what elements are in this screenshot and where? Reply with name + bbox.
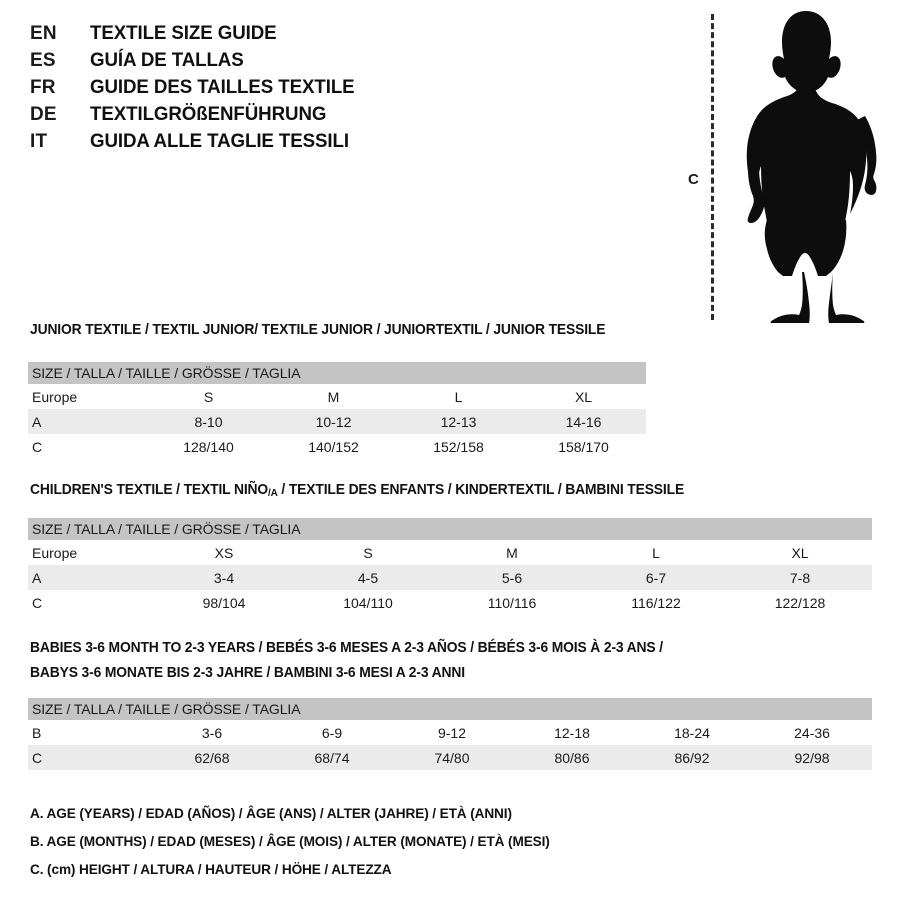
children-cell: 3-4 (152, 565, 296, 590)
junior-cell: S (146, 384, 271, 409)
junior-cell: 14-16 (521, 409, 647, 434)
language-title-fr: GUIDE DES TAILLES TEXTILE (90, 76, 355, 98)
table-row: B 3-6 6-9 9-12 12-18 18-24 24-36 (28, 720, 873, 745)
language-title-it: GUIDA ALLE TAGLIE TESSILI (90, 130, 349, 152)
babies-row-label-c: C (28, 745, 152, 770)
junior-cell: 12-13 (396, 409, 521, 434)
language-row-es: ES GUÍA DE TALLAS (30, 49, 670, 76)
babies-section-heading-line2: BABYS 3-6 MONATE BIS 2-3 JAHRE / BAMBINI… (30, 665, 465, 681)
children-heading-sub: /A (268, 487, 278, 499)
babies-cell: 74/80 (392, 745, 512, 770)
children-row-label-c: C (28, 590, 152, 615)
junior-cell: XL (521, 384, 647, 409)
babies-cell: 92/98 (752, 745, 873, 770)
junior-row-label-a: A (28, 409, 146, 434)
language-title-block: EN TEXTILE SIZE GUIDE ES GUÍA DE TALLAS … (30, 22, 670, 157)
babies-cell: 6-9 (272, 720, 392, 745)
babies-size-table: SIZE / TALLA / TAILLE / GRÖSSE / TAGLIA … (28, 698, 873, 770)
children-cell: XS (152, 540, 296, 565)
babies-cell: 24-36 (752, 720, 873, 745)
language-row-it: IT GUIDA ALLE TAGLIE TESSILI (30, 130, 670, 157)
children-cell: 110/116 (440, 590, 584, 615)
babies-cell: 62/68 (152, 745, 272, 770)
babies-band-label: SIZE / TALLA / TAILLE / GRÖSSE / TAGLIA (28, 698, 873, 720)
children-size-table: SIZE / TALLA / TAILLE / GRÖSSE / TAGLIA … (28, 518, 872, 615)
junior-cell: 128/140 (146, 434, 271, 459)
height-dashed-line (711, 14, 714, 320)
children-cell: 5-6 (440, 565, 584, 590)
children-heading-part1: CHILDREN'S TEXTILE / TEXTIL NIÑO (30, 482, 269, 498)
junior-size-table: SIZE / TALLA / TAILLE / GRÖSSE / TAGLIA … (28, 362, 647, 459)
babies-cell: 68/74 (272, 745, 392, 770)
table-row: C 62/68 68/74 74/80 80/86 86/92 92/98 (28, 745, 873, 770)
language-row-fr: FR GUIDE DES TAILLES TEXTILE (30, 76, 670, 103)
babies-cell: 86/92 (632, 745, 752, 770)
table-row: C 128/140 140/152 152/158 158/170 (28, 434, 647, 459)
junior-section-heading: JUNIOR TEXTILE / TEXTIL JUNIOR/ TEXTILE … (30, 322, 606, 338)
babies-cell: 3-6 (152, 720, 272, 745)
children-row-label-europe: Europe (28, 540, 152, 565)
junior-row-label-europe: Europe (28, 384, 146, 409)
children-cell: 98/104 (152, 590, 296, 615)
children-cell: 7-8 (728, 565, 872, 590)
language-code-es: ES (30, 50, 56, 71)
junior-band-label: SIZE / TALLA / TAILLE / GRÖSSE / TAGLIA (28, 362, 647, 384)
children-cell: 4-5 (296, 565, 440, 590)
legend-line-a: A. AGE (YEARS) / EDAD (AÑOS) / ÂGE (ANS)… (30, 806, 512, 822)
junior-cell: 158/170 (521, 434, 647, 459)
children-cell: L (584, 540, 728, 565)
babies-cell: 80/86 (512, 745, 632, 770)
babies-table-band: SIZE / TALLA / TAILLE / GRÖSSE / TAGLIA (28, 698, 873, 720)
language-title-de: TEXTILGRÖßENFÜHRUNG (90, 103, 327, 125)
junior-cell: M (271, 384, 396, 409)
children-cell: 116/122 (584, 590, 728, 615)
table-row: A 3-4 4-5 5-6 6-7 7-8 (28, 565, 872, 590)
junior-cell: 152/158 (396, 434, 521, 459)
junior-cell: L (396, 384, 521, 409)
language-code-en: EN (30, 23, 57, 44)
table-row: Europe S M L XL (28, 384, 647, 409)
table-row: Europe XS S M L XL (28, 540, 872, 565)
children-cell: M (440, 540, 584, 565)
babies-section-heading-line1: BABIES 3-6 MONTH TO 2-3 YEARS / BEBÉS 3-… (30, 640, 663, 656)
children-heading-part2: / TEXTILE DES ENFANTS / KINDERTEXTIL / B… (277, 482, 685, 498)
junior-cell: 140/152 (271, 434, 396, 459)
child-silhouette-icon (746, 11, 877, 323)
children-cell: 104/110 (296, 590, 440, 615)
babies-cell: 9-12 (392, 720, 512, 745)
table-row: C 98/104 104/110 110/116 116/122 122/128 (28, 590, 872, 615)
language-title-en: TEXTILE SIZE GUIDE (90, 22, 277, 44)
table-row: A 8-10 10-12 12-13 14-16 (28, 409, 647, 434)
legend-line-c: C. (cm) HEIGHT / ALTURA / HAUTEUR / HÖHE… (30, 862, 392, 878)
legend-block: A. AGE (YEARS) / EDAD (AÑOS) / ÂGE (ANS)… (30, 800, 730, 884)
children-row-label-a: A (28, 565, 152, 590)
children-cell: XL (728, 540, 872, 565)
language-row-de: DE TEXTILGRÖßENFÜHRUNG (30, 103, 670, 130)
children-cell: 122/128 (728, 590, 872, 615)
children-band-label: SIZE / TALLA / TAILLE / GRÖSSE / TAGLIA (28, 518, 872, 540)
children-cell: 6-7 (584, 565, 728, 590)
language-code-de: DE (30, 104, 57, 125)
children-table-band: SIZE / TALLA / TAILLE / GRÖSSE / TAGLIA (28, 518, 872, 540)
junior-cell: 10-12 (271, 409, 396, 434)
height-measurement-figure: C (676, 8, 886, 326)
junior-table-band: SIZE / TALLA / TAILLE / GRÖSSE / TAGLIA (28, 362, 647, 384)
language-title-es: GUÍA DE TALLAS (90, 49, 244, 71)
babies-cell: 12-18 (512, 720, 632, 745)
babies-cell: 18-24 (632, 720, 752, 745)
junior-cell: 8-10 (146, 409, 271, 434)
language-row-en: EN TEXTILE SIZE GUIDE (30, 22, 670, 49)
height-measure-label: C (688, 171, 699, 188)
babies-row-label-b: B (28, 720, 152, 745)
junior-row-label-c: C (28, 434, 146, 459)
language-code-it: IT (30, 131, 48, 152)
legend-line-b: B. AGE (MONTHS) / EDAD (MESES) / ÂGE (MO… (30, 834, 550, 850)
language-code-fr: FR (30, 77, 56, 98)
children-cell: S (296, 540, 440, 565)
children-section-heading: CHILDREN'S TEXTILE / TEXTIL NIÑO/A / TEX… (30, 482, 684, 499)
